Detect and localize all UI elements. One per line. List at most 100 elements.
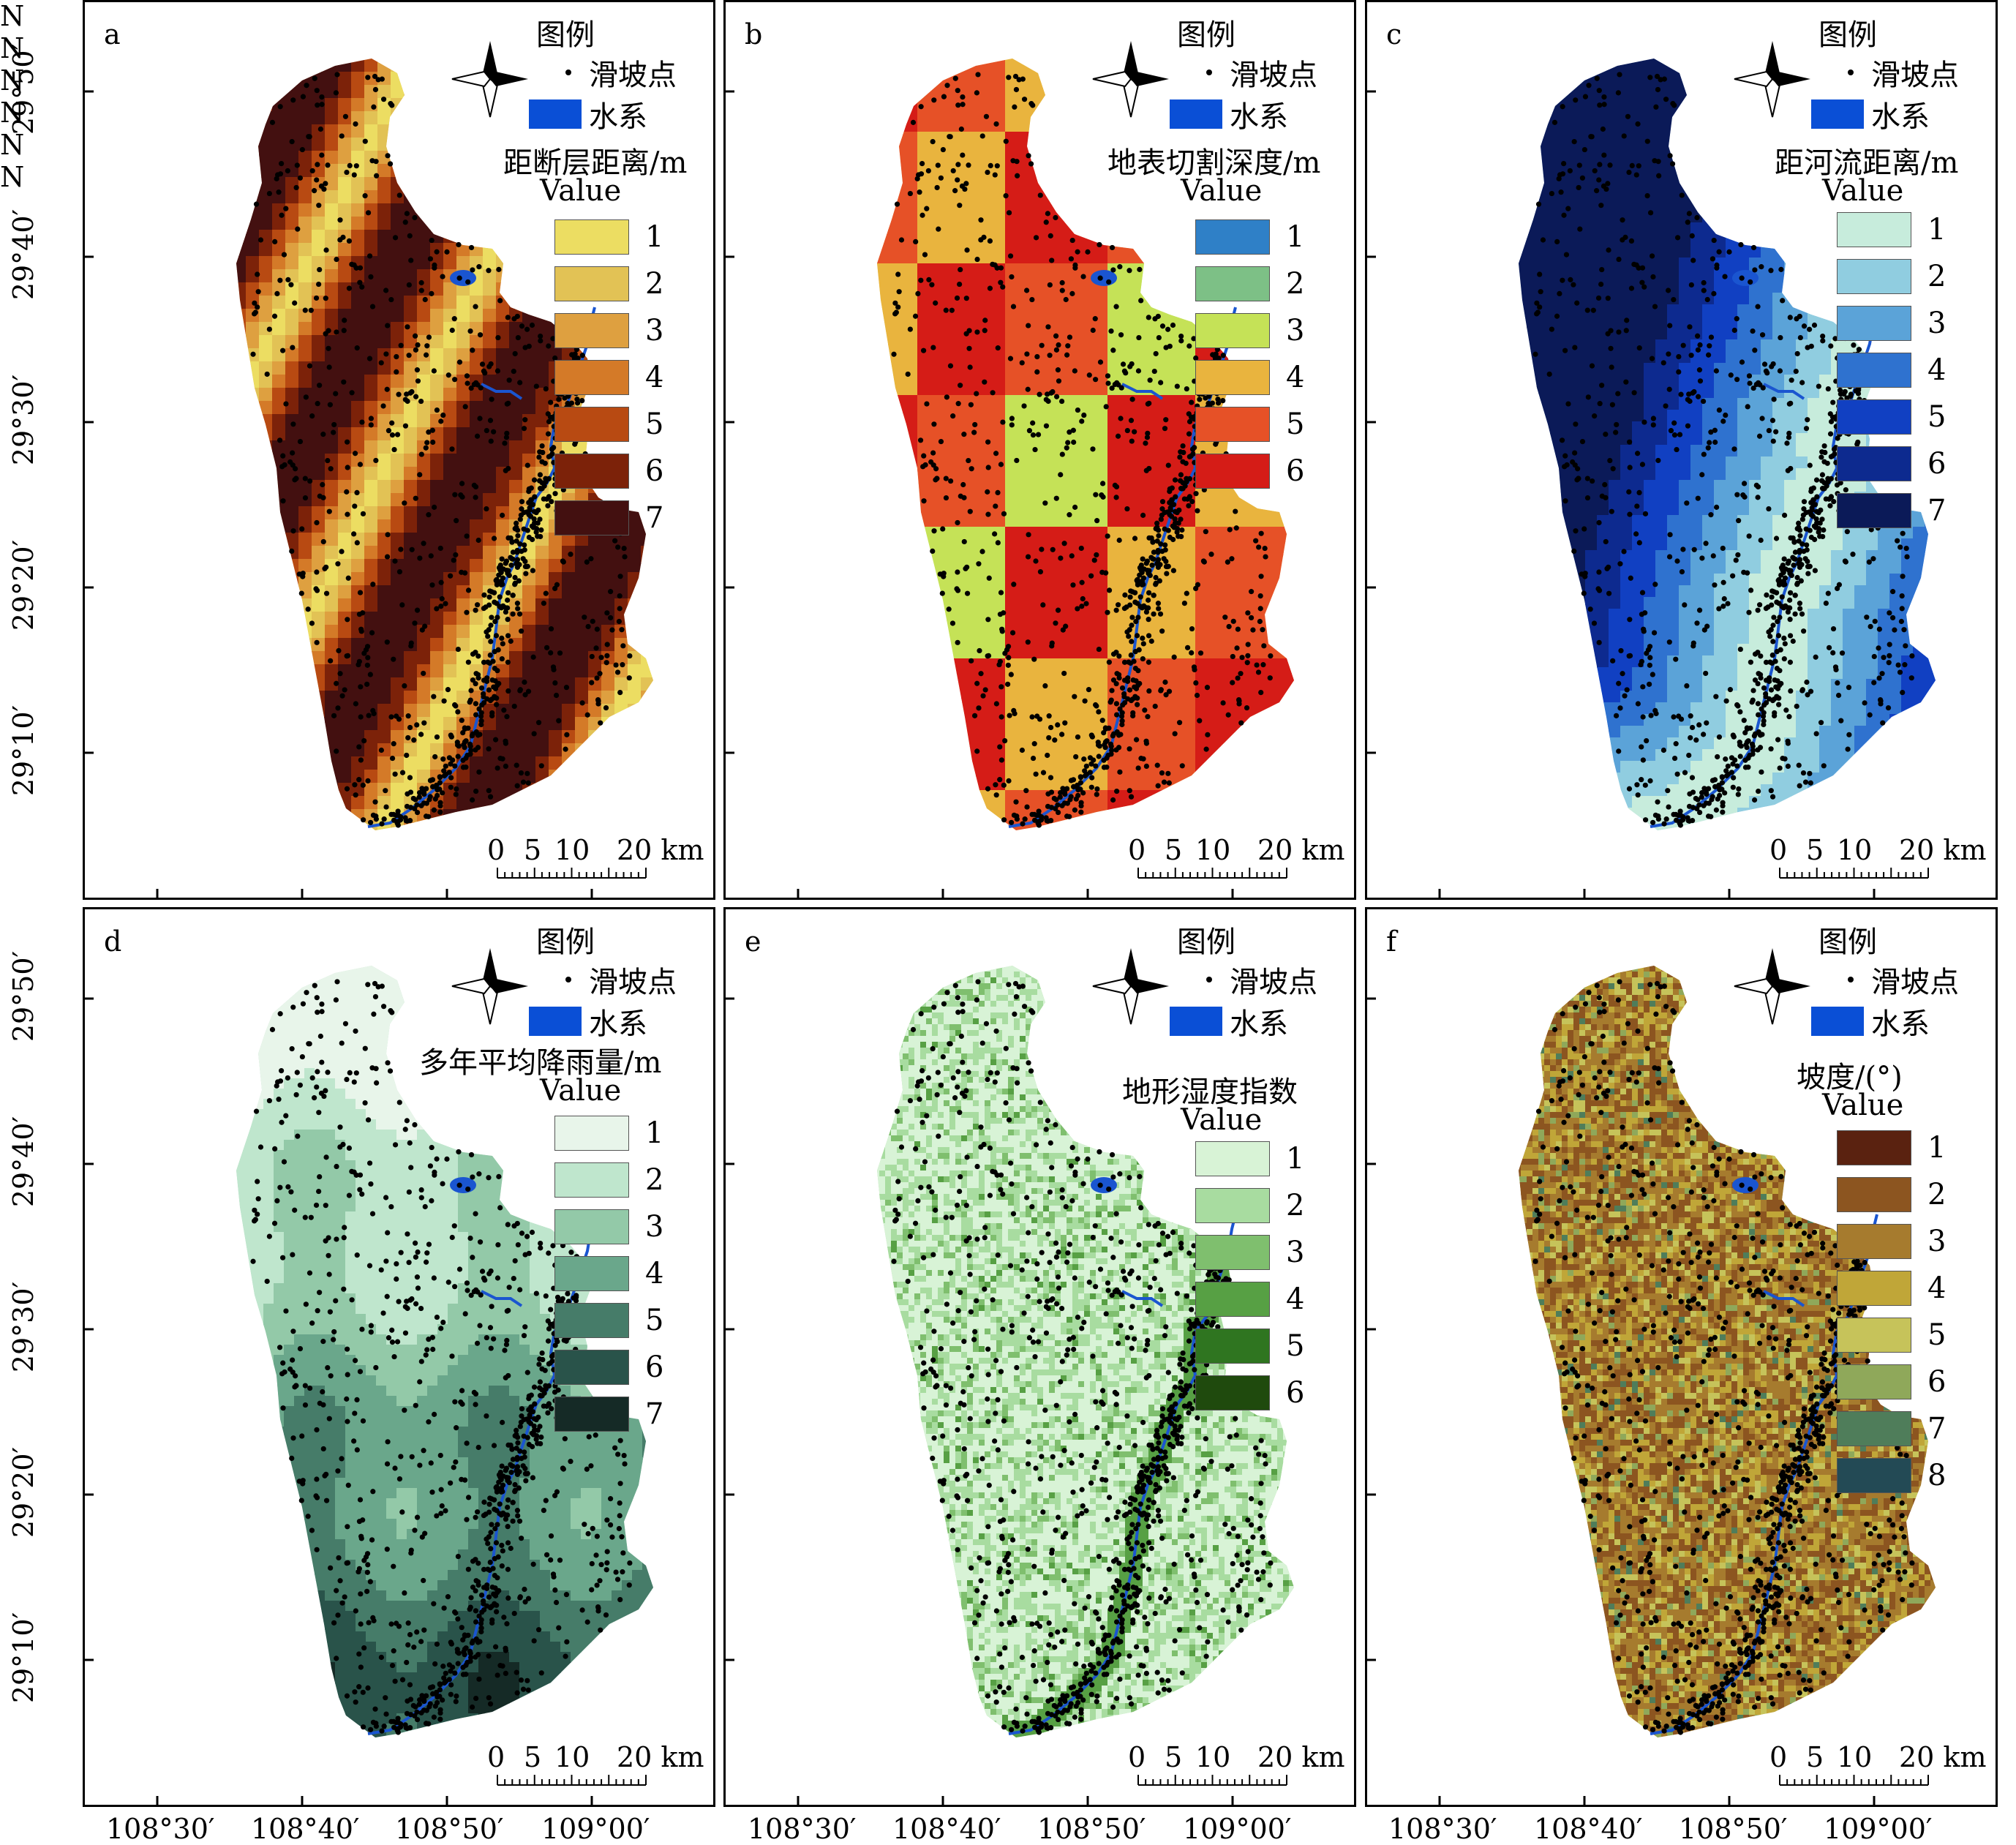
legend-title-f: 图例 xyxy=(1818,918,1877,961)
lon-label-c-1: 108°30′ xyxy=(1388,1813,1497,1845)
legend-class-b-3: 3 xyxy=(1195,313,1304,348)
legend-water-d: 水系 xyxy=(529,1000,647,1042)
water-swatch-icon xyxy=(529,1007,582,1036)
legend-swatch xyxy=(1195,1235,1270,1270)
legend-swatch xyxy=(1195,1188,1270,1223)
lat-label-top-3: 29°30′ xyxy=(7,375,40,465)
lat-label-top-1: 29°50′ xyxy=(7,44,40,135)
legend-class-d-3: 3 xyxy=(554,1209,663,1244)
legend-title-a: 图例 xyxy=(536,11,595,53)
legend-class-c-4: 4 xyxy=(1837,353,1946,388)
legend-class-a-3: 3 xyxy=(554,313,663,348)
water-swatch-icon xyxy=(1811,1007,1864,1036)
scale-bar-a xyxy=(497,868,646,878)
lat-label-top-2: 29°40′ xyxy=(7,209,40,300)
legend-class-d-7: 7 xyxy=(554,1397,663,1432)
lat-label-bottom-4: 29°20′ xyxy=(7,1447,40,1538)
lon-label-a-4: 109°00′ xyxy=(541,1813,650,1845)
legend-class-a-6: 6 xyxy=(554,454,663,489)
legend-class-e-1: 1 xyxy=(1195,1141,1304,1176)
legend-class-b-6: 6 xyxy=(1195,454,1304,489)
panel-letter-d: d xyxy=(104,925,121,958)
legend-water-f: 水系 xyxy=(1811,1000,1930,1042)
legend-swatch xyxy=(1837,1177,1911,1212)
legend-swatch xyxy=(1837,1458,1911,1493)
legend-class-f-8: 8 xyxy=(1837,1458,1946,1493)
scale-label-5-a: 5 xyxy=(524,834,541,866)
lon-label-b-4: 109°00′ xyxy=(1183,1813,1292,1845)
legend-swatch xyxy=(1195,407,1270,442)
legend-swatch xyxy=(1195,1375,1270,1410)
legend-swatch xyxy=(1837,446,1911,481)
legend-class-e-3: 3 xyxy=(1195,1235,1304,1270)
scale-label-20-c: 20 km xyxy=(1899,834,1987,866)
landslide-dot-icon xyxy=(565,977,571,982)
legend-class-d-4: 4 xyxy=(554,1256,663,1291)
legend-class-f-6: 6 xyxy=(1837,1364,1946,1399)
landslide-dot-icon xyxy=(1206,69,1212,75)
legend-value-label-e: Value xyxy=(1181,1103,1262,1137)
scale-label-5-c: 5 xyxy=(1806,834,1824,866)
legend-class-c-5: 5 xyxy=(1837,399,1946,435)
lon-label-c-4: 109°00′ xyxy=(1824,1813,1933,1845)
lon-label-b-1: 108°30′ xyxy=(748,1813,857,1845)
lon-label-b-3: 108°50′ xyxy=(1037,1813,1146,1845)
legend-class-f-1: 1 xyxy=(1837,1130,1946,1165)
landslide-dot-icon xyxy=(1848,977,1854,982)
legend-swatch xyxy=(554,1116,629,1151)
scale-label-10-b: 10 xyxy=(1195,834,1230,866)
legend-swatch xyxy=(1195,313,1270,348)
legend-swatch xyxy=(1195,1141,1270,1176)
legend-class-e-2: 2 xyxy=(1195,1188,1304,1223)
legend-landslide-a: 滑坡点 xyxy=(565,51,677,94)
legend-landslide-c: 滑坡点 xyxy=(1848,51,1959,94)
lat-label-bottom-3: 29°30′ xyxy=(7,1282,40,1372)
scale-label-20-d: 20 km xyxy=(617,1741,704,1773)
legend-swatch xyxy=(554,1350,629,1385)
water-swatch-icon xyxy=(1170,99,1222,129)
legend-swatch xyxy=(1837,1130,1911,1165)
lon-label-a-1: 108°30′ xyxy=(106,1813,215,1845)
legend-class-e-6: 6 xyxy=(1195,1375,1304,1410)
water-swatch-icon xyxy=(1170,1007,1222,1036)
legend-swatch xyxy=(1837,399,1911,435)
legend-swatch xyxy=(1837,1318,1911,1353)
legend-class-a-2: 2 xyxy=(554,266,663,301)
legend-swatch xyxy=(1837,259,1911,294)
scale-label-0-d: 0 xyxy=(487,1741,505,1773)
scale-bar-c xyxy=(1780,868,1928,878)
legend-swatch xyxy=(1195,1329,1270,1364)
scale-label-0-c: 0 xyxy=(1769,834,1787,866)
scale-label-20-a: 20 km xyxy=(617,834,704,866)
legend-class-d-1: 1 xyxy=(554,1116,663,1151)
legend-swatch xyxy=(1195,219,1270,255)
legend-class-b-2: 2 xyxy=(1195,266,1304,301)
panel-letter-a: a xyxy=(104,18,121,50)
panel-letter-f: f xyxy=(1386,925,1396,958)
legend-swatch xyxy=(554,1256,629,1291)
legend-water-a: 水系 xyxy=(529,93,647,135)
legend-class-c-2: 2 xyxy=(1837,259,1946,294)
legend-class-f-3: 3 xyxy=(1837,1224,1946,1259)
north-arrow-icon xyxy=(1093,948,1169,1024)
scale-label-0-e: 0 xyxy=(1128,1741,1146,1773)
legend-class-c-7: 7 xyxy=(1837,493,1946,528)
legend-class-a-1: 1 xyxy=(554,219,663,255)
north-arrow-icon xyxy=(1734,948,1810,1024)
north-arrow-icon xyxy=(452,41,528,117)
legend-swatch xyxy=(1837,493,1911,528)
lon-label-c-3: 108°50′ xyxy=(1679,1813,1788,1845)
legend-swatch xyxy=(554,407,629,442)
legend-value-label-d: Value xyxy=(540,1074,621,1108)
legend-swatch xyxy=(554,219,629,255)
legend-landslide-f: 滑坡点 xyxy=(1848,958,1959,1001)
legend-landslide-b: 滑坡点 xyxy=(1206,51,1317,94)
legend-swatch xyxy=(1837,1411,1911,1446)
legend-swatch xyxy=(554,1162,629,1198)
lon-label-c-2: 108°40′ xyxy=(1534,1813,1643,1845)
lat-label-bottom-1: 29°50′ xyxy=(7,951,40,1042)
legend-landslide-d: 滑坡点 xyxy=(565,958,677,1001)
legend-class-d-2: 2 xyxy=(554,1162,663,1198)
legend-class-b-1: 1 xyxy=(1195,219,1304,255)
